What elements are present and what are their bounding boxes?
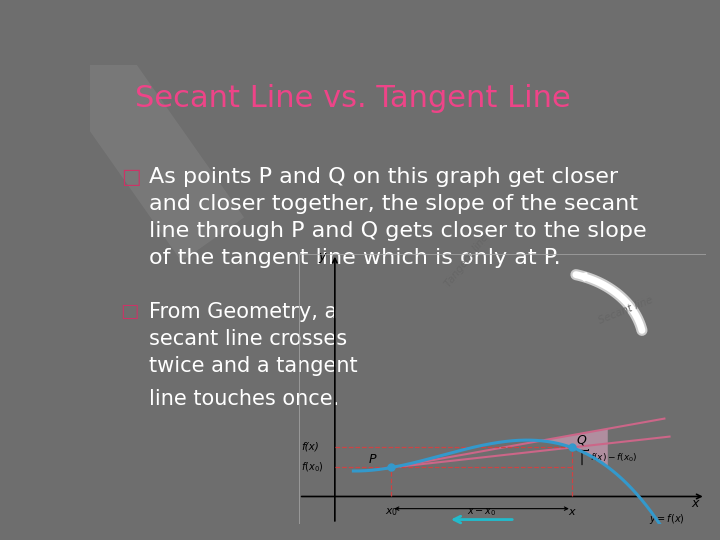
Text: f(x): f(x) xyxy=(301,441,319,451)
Text: Secant Line vs. Tangent Line: Secant Line vs. Tangent Line xyxy=(135,84,570,112)
Text: twice and a tangent: twice and a tangent xyxy=(148,356,357,376)
Text: secant line crosses: secant line crosses xyxy=(148,329,347,349)
Text: $x - x_{\rm 0}$: $x - x_{\rm 0}$ xyxy=(467,507,496,518)
Text: $f(x_{\rm 0})$: $f(x_{\rm 0})$ xyxy=(301,461,323,474)
Bar xyxy=(299,254,706,524)
Polygon shape xyxy=(392,429,608,468)
Text: x: x xyxy=(692,497,699,510)
Text: P: P xyxy=(369,453,377,465)
Text: □: □ xyxy=(121,167,140,187)
Text: y: y xyxy=(319,250,326,263)
Text: $x_{\rm 0}$: $x_{\rm 0}$ xyxy=(385,507,398,518)
Text: Tangent line: Tangent line xyxy=(443,233,490,289)
Text: x: x xyxy=(568,507,575,517)
Text: $y = f(x)$: $y = f(x)$ xyxy=(649,512,685,526)
Text: line touches once.: line touches once. xyxy=(148,389,339,409)
Text: Secant line: Secant line xyxy=(598,295,655,326)
Text: From Geometry, a: From Geometry, a xyxy=(148,302,337,322)
Text: As points P and Q on this graph get closer
and closer together, the slope of the: As points P and Q on this graph get clos… xyxy=(148,167,647,268)
Text: $f(x) - f(x_{\rm 0})$: $f(x) - f(x_{\rm 0})$ xyxy=(590,451,638,464)
Text: □: □ xyxy=(121,302,139,321)
Text: Q: Q xyxy=(577,434,587,447)
